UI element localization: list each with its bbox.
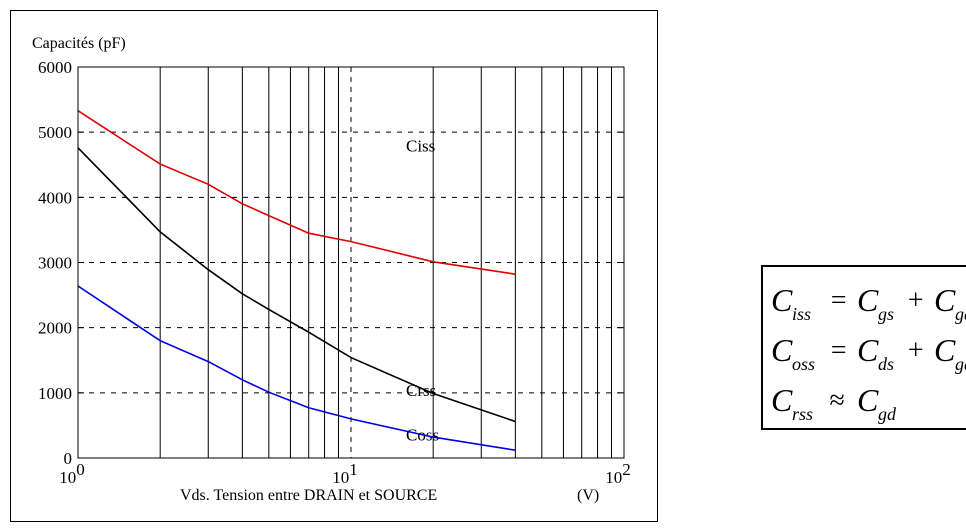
series-line-ciss: [77, 110, 516, 275]
formula-row-1: Ciss = Cgs + Cgd: [771, 282, 966, 324]
y-tick-label: 2000: [38, 319, 72, 338]
series-label-crss: Crss: [406, 381, 436, 400]
formula-term-subscript: gd: [955, 354, 966, 374]
series-line-coss: [77, 147, 516, 423]
formula-term-subscript: gs: [878, 304, 894, 324]
formula-term: C: [857, 282, 879, 318]
x-tick-labels: 100 101 102: [59, 460, 631, 487]
x-tick-label: 100: [59, 460, 85, 487]
formula-term-subscript: gd: [878, 404, 897, 424]
formula-lhs-subscript: iss: [792, 304, 811, 324]
x-tick-label: 102: [605, 460, 631, 487]
series-line-crss: [77, 285, 516, 451]
grid: [78, 67, 624, 458]
y-tick-label: 3000: [38, 254, 72, 273]
formula-lhs-subscript: oss: [792, 354, 815, 374]
formula-term: C: [857, 332, 879, 368]
y-tick-label: 6000: [38, 58, 72, 77]
formula-operator: ≈: [829, 385, 844, 416]
formula-term-subscript: gd: [955, 304, 966, 324]
x-axis-label: Vds. Tension entre DRAIN et SOURCE: [180, 487, 437, 504]
formula-term: C: [934, 282, 956, 318]
formula-lhs: C: [771, 382, 793, 418]
series-label-ciss: Ciss: [406, 137, 435, 156]
formula-term-subscript: ds: [878, 354, 894, 374]
formula-term: C: [934, 332, 956, 368]
formula-operator: =: [829, 335, 848, 366]
formula-lhs: C: [771, 282, 793, 318]
y-tick-label: 5000: [38, 123, 72, 142]
formula-term: C: [857, 382, 879, 418]
y-tick-label: 1000: [38, 384, 72, 403]
formula-lhs-subscript: rss: [792, 404, 813, 424]
formula-operator: =: [829, 285, 848, 316]
formula-lhs: C: [771, 332, 793, 368]
formula-plus: +: [906, 285, 925, 316]
formula-plus: +: [906, 335, 925, 366]
x-axis-unit: (V): [577, 487, 599, 504]
formula-row-2: Coss = Cds + Cgd: [771, 332, 966, 374]
y-tick-label: 4000: [38, 188, 72, 207]
y-tick-label: 0: [64, 449, 73, 468]
chart-frame: [10, 10, 658, 522]
capacitance-formulas: Ciss=Cgs+CgdCoss=Cds+CgdCrss≈Cgd: [761, 265, 966, 430]
x-tick-label: 101: [332, 460, 358, 487]
plot-area-border: [77, 66, 625, 459]
y-axis-label: Capacités (pF): [32, 35, 126, 52]
